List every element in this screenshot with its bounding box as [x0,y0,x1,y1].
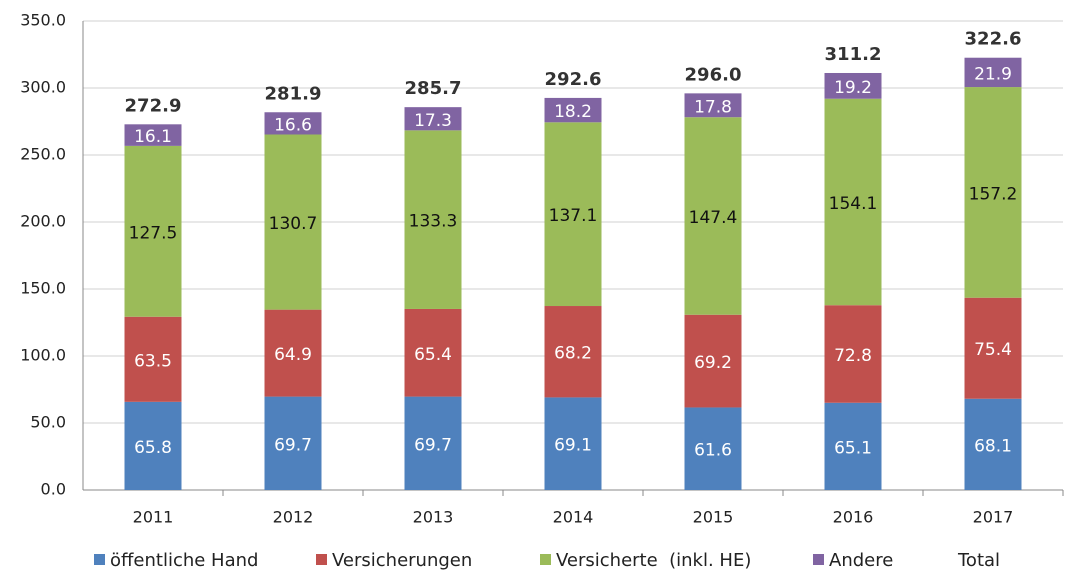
x-tick-label: 2016 [833,508,874,527]
bar-segment [264,112,322,135]
bar-segment [124,145,182,317]
value-label: 69.2 [694,353,732,373]
bar-segment [124,401,182,490]
x-tick-label: 2011 [133,508,174,527]
y-tick-label: 150.0 [20,279,66,298]
y-tick-label: 100.0 [20,346,66,365]
legend-label: Total [957,550,1000,571]
value-label: 17.3 [414,111,452,131]
value-label: 69.7 [274,435,312,455]
bar-segment [264,396,322,490]
legend-marker [813,554,824,565]
value-label: 63.5 [134,351,172,371]
value-label: 65.8 [134,438,172,458]
x-tick-label: 2015 [693,508,734,527]
bar-segment [684,314,742,408]
bar-segment [684,93,742,118]
bar-segment [124,316,182,402]
bar-segment [264,309,322,397]
bar-segment [404,107,462,131]
value-label: 137.1 [549,206,598,226]
value-label: 154.1 [829,194,878,214]
bar-segment [124,124,182,146]
legend-marker [94,554,105,565]
y-tick-label: 200.0 [20,212,66,231]
value-label: 68.1 [974,436,1012,456]
x-tick-label: 2014 [553,508,594,527]
value-label: 68.2 [554,344,592,364]
bar-segment [824,98,882,306]
legend-marker [316,554,327,565]
value-label: 21.9 [974,64,1012,84]
y-tick-label: 350.0 [20,11,66,30]
value-label: 133.3 [409,212,458,232]
bar-segment [964,297,1022,399]
x-tick-label: 2017 [973,508,1014,527]
x-tick-label: 2013 [413,508,454,527]
bar-segment [824,72,882,99]
bar-segment [684,117,742,315]
bar-segment [684,407,742,490]
value-label: 19.2 [834,78,872,98]
value-label: 61.6 [694,441,732,461]
value-label: 65.1 [834,438,872,458]
legend-label: Versicherungen [332,550,472,571]
bar-segment [964,398,1022,490]
bar-segment [964,57,1022,88]
value-label: 72.8 [834,346,872,366]
total-label: 281.9 [265,83,322,104]
bar-segment [264,134,322,310]
bar-segment [544,97,602,123]
value-label: 75.4 [974,340,1012,360]
value-label: 16.6 [274,115,312,135]
legend-label: Andere [829,550,893,571]
bar-segment [404,308,462,397]
bar-segment [824,305,882,403]
value-label: 65.4 [414,345,452,365]
legend-label: Versicherte (inkl. HE) [556,550,751,571]
bar-segment [544,397,602,490]
bar-segment [964,87,1022,298]
value-label: 18.2 [554,102,592,122]
y-tick-label: 300.0 [20,78,66,97]
total-label: 296.0 [685,64,742,85]
legend-label: öffentliche Hand [110,550,258,571]
bar-segment [544,306,602,398]
value-label: 64.9 [274,345,312,365]
y-tick-label: 0.0 [41,480,66,499]
bar-segment [544,122,602,307]
x-tick-label: 2012 [273,508,314,527]
value-label: 127.5 [129,223,178,243]
bar-segment [824,402,882,490]
y-tick-label: 50.0 [30,413,66,432]
total-label: 311.2 [825,44,882,65]
total-label: 322.6 [965,29,1022,50]
value-label: 16.1 [134,127,172,147]
value-label: 69.1 [554,436,592,456]
total-label: 285.7 [405,78,462,99]
total-label: 272.9 [125,95,182,116]
bar-segment [404,130,462,309]
bar-segment [404,396,462,490]
legend-marker [540,554,551,565]
value-label: 69.7 [414,435,452,455]
y-tick-label: 250.0 [20,145,66,164]
value-label: 17.8 [694,97,732,117]
value-label: 147.4 [689,208,738,228]
value-label: 157.2 [969,184,1018,204]
total-label: 292.6 [545,69,602,90]
value-label: 130.7 [269,214,318,234]
